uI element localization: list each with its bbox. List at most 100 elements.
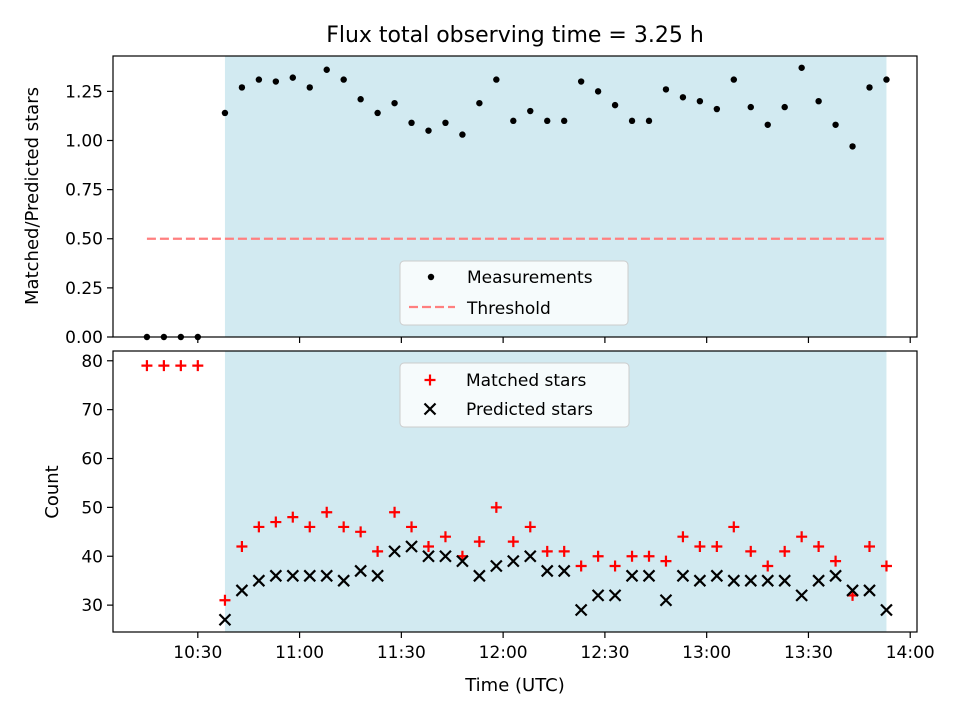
matched-star-point: [253, 521, 265, 533]
bottom-y-tick-label: 80: [81, 352, 103, 372]
legend-threshold-label: Threshold: [466, 299, 551, 319]
predicted-star-point: [591, 589, 605, 602]
measurement-point: [730, 76, 738, 83]
legend-predicted-label: Predicted stars: [466, 400, 593, 420]
matched-star-point: [711, 540, 723, 552]
bottom-legend: Matched stars Predicted stars: [399, 362, 630, 428]
top-y-tick-label: 0.25: [65, 279, 103, 299]
matched-star-point: [321, 506, 333, 518]
legend-measurements-label: Measurements: [467, 268, 593, 288]
measurement-point: [510, 117, 517, 125]
measurement-point: [238, 84, 246, 91]
predicted-star-point: [710, 569, 724, 583]
matched-star-point: [660, 555, 672, 567]
bottom-x-tick-label: 14:00: [886, 643, 935, 663]
measurement-point: [459, 131, 466, 138]
measurement-point: [476, 99, 483, 107]
predicted-star-point: [846, 584, 859, 597]
predicted-star-point: [557, 564, 571, 578]
predicted-star-point: [608, 589, 622, 602]
matched-star-point: [158, 360, 170, 372]
predicted-star-point: [252, 574, 266, 587]
matched-star-point: [219, 594, 231, 606]
bottom-x-tick-label: 11:00: [275, 643, 324, 663]
matched-star-point: [389, 506, 401, 518]
matched-star-point: [524, 521, 536, 533]
measurement-point: [493, 76, 500, 83]
predicted-star-point: [574, 603, 588, 617]
predicted-star-point: [863, 584, 876, 597]
bottom-y-tick-label: 40: [81, 547, 103, 567]
bottom-frame: [112, 350, 918, 633]
top-frame: [112, 55, 918, 338]
matched-star-point: [762, 560, 774, 572]
predicted-star-point: [422, 549, 435, 563]
predicted-star-point: [371, 569, 384, 583]
bottom-y-tick-label: 60: [81, 450, 103, 470]
matched-star-point: [355, 526, 367, 538]
measurement-point: [306, 84, 313, 91]
measurement-point: [323, 66, 330, 73]
bottom-y-axis-label: Count: [42, 465, 63, 518]
predicted-star-point: [727, 574, 741, 587]
matched-star-point: [473, 536, 485, 548]
measurement-point: [679, 94, 687, 101]
matched-star-point: [779, 545, 791, 557]
predicted-star-point: [778, 574, 791, 587]
matched-star-point: [338, 521, 350, 533]
predicted-star-point: [473, 569, 486, 583]
bottom-x-tick-label: 12:30: [580, 643, 629, 663]
measurement-point: [340, 76, 347, 83]
chart-title: Flux total observing time = 3.25 h: [326, 23, 704, 48]
predicted-star-point: [269, 569, 283, 583]
matched-star-point: [541, 545, 553, 557]
matched-star-point: [728, 521, 740, 533]
top-legend-box: [399, 260, 629, 326]
measurement-point: [408, 119, 415, 127]
matched-star-point: [830, 555, 842, 567]
top-y-tick-label: 0.00: [65, 328, 103, 348]
matched-star-point: [287, 511, 299, 523]
matched-star-point: [575, 560, 587, 572]
measurement-point: [815, 97, 822, 105]
measurement-point: [645, 117, 653, 125]
x-axis-label: Time (UTC): [464, 675, 565, 696]
predicted-star-point: [829, 569, 842, 583]
bottom-legend-box: [399, 362, 630, 428]
legend-predicted-marker: [423, 402, 437, 416]
matched-star-point: [507, 536, 519, 548]
measurement-point: [764, 121, 771, 128]
measurement-point: [357, 96, 364, 103]
top-y-tick-label: 1.00: [65, 131, 103, 151]
predicted-star-point: [490, 559, 503, 573]
top-y-tick-label: 0.50: [65, 230, 103, 250]
matched-star-point: [880, 560, 892, 572]
matched-star-point: [175, 360, 187, 372]
predicted-star-point: [812, 574, 825, 587]
predicted-star-point: [676, 569, 690, 583]
measurement-point: [713, 105, 721, 113]
top-y-tick-label: 1.25: [65, 82, 103, 102]
measurement-point: [849, 143, 856, 150]
predicted-star-point: [235, 584, 249, 597]
measurement-point: [866, 84, 873, 91]
matched-star-point: [694, 540, 706, 552]
top-panel: 0.00 0.25 0.50 0.75 1.00 1.25 Measurements Thre…: [65, 55, 918, 348]
legend-matched-marker: [424, 374, 436, 386]
measurement-point: [628, 117, 636, 125]
measurement-point: [798, 64, 805, 71]
predicted-star-point: [405, 540, 418, 553]
predicted-star-point: [507, 554, 520, 568]
matched-star-point: [864, 540, 876, 552]
predicted-star-point: [218, 613, 232, 627]
measurement-point: [255, 76, 263, 83]
matched-star-point: [609, 560, 621, 572]
matched-star-point: [270, 516, 282, 528]
predicted-star-point: [303, 569, 317, 583]
measurement-point: [611, 101, 619, 109]
bottom-x-tick-label: 12:00: [479, 643, 528, 663]
predicted-star-point: [693, 574, 707, 587]
matched-star-point: [490, 501, 502, 513]
measurement-point: [696, 97, 704, 105]
measurement-point: [527, 107, 534, 115]
